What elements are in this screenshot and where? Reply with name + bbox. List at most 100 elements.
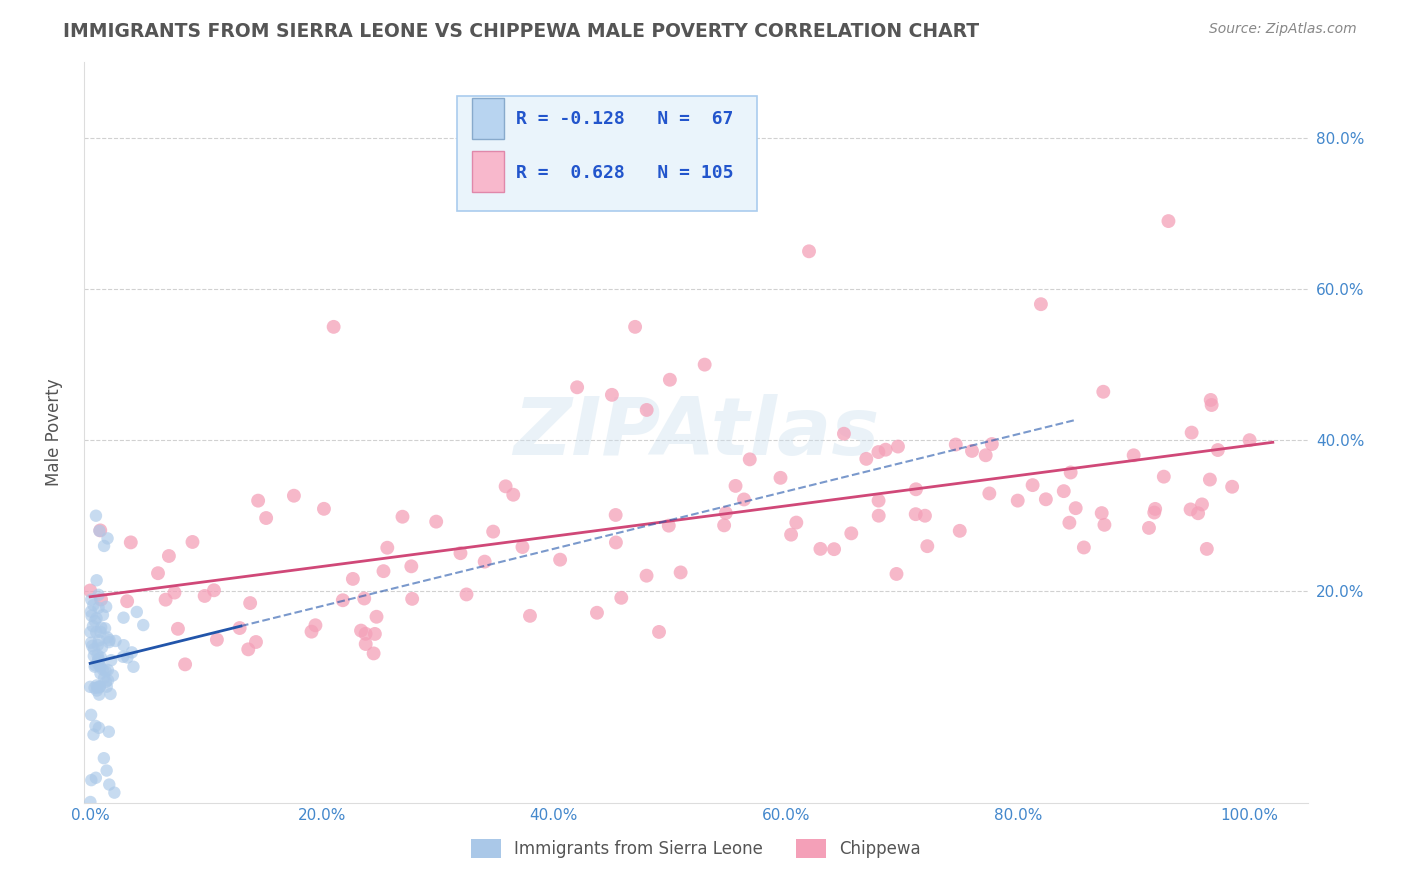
Point	[202, 583, 225, 598]
Point	[586, 606, 609, 620]
Point	[100, 653, 122, 667]
Point	[121, 645, 143, 659]
Point	[163, 585, 186, 599]
Point	[868, 493, 890, 508]
Y-axis label: Male Poverty: Male Poverty	[45, 379, 63, 486]
Point	[375, 541, 398, 555]
Point	[228, 621, 250, 635]
Point	[87, 657, 110, 671]
Point	[80, 608, 103, 623]
Point	[112, 610, 135, 624]
Point	[83, 681, 105, 695]
Point	[342, 572, 364, 586]
Point	[96, 631, 118, 645]
Point	[979, 486, 1001, 500]
Point	[89, 658, 111, 673]
Point	[86, 648, 108, 663]
Point	[125, 605, 148, 619]
Point	[132, 618, 155, 632]
Point	[714, 506, 737, 520]
Point	[238, 642, 260, 657]
Point	[1053, 484, 1076, 499]
Point	[245, 635, 267, 649]
Point	[205, 632, 228, 647]
Point	[914, 508, 936, 523]
Point	[1201, 398, 1223, 412]
Point	[254, 511, 277, 525]
Point	[84, 719, 107, 733]
Point	[354, 627, 377, 641]
Point	[502, 488, 524, 502]
Point	[1092, 384, 1115, 399]
Point	[401, 591, 423, 606]
Point	[1199, 473, 1222, 487]
Point	[624, 319, 647, 334]
Point	[89, 624, 111, 639]
Point	[350, 624, 373, 638]
Point	[785, 516, 807, 530]
Point	[174, 657, 197, 672]
Point	[93, 539, 115, 553]
Point	[980, 437, 1002, 451]
Point	[112, 638, 135, 652]
Point	[157, 549, 180, 563]
Point	[1157, 214, 1180, 228]
Point	[823, 542, 845, 557]
Point	[904, 483, 927, 497]
Point	[1060, 466, 1083, 480]
Point	[1064, 501, 1087, 516]
Point	[194, 589, 217, 603]
Point	[839, 526, 862, 541]
Point	[80, 773, 103, 788]
Point	[83, 648, 105, 663]
Point	[97, 663, 120, 677]
Point	[1035, 492, 1057, 507]
Point	[112, 649, 135, 664]
Point	[1191, 497, 1213, 511]
Point	[155, 592, 177, 607]
Point	[98, 778, 121, 792]
Point	[87, 600, 110, 615]
Point	[917, 539, 939, 553]
Point	[1073, 541, 1095, 555]
Point	[713, 518, 735, 533]
Point	[495, 479, 517, 493]
Point	[96, 532, 118, 546]
Point	[312, 501, 335, 516]
Point	[363, 647, 385, 661]
Text: R =  0.628   N = 105: R = 0.628 N = 105	[516, 164, 734, 183]
Point	[868, 445, 890, 459]
Point	[304, 618, 326, 632]
Point	[90, 592, 112, 607]
Point	[80, 707, 103, 722]
Point	[332, 593, 354, 607]
Point	[354, 637, 377, 651]
Text: R = -0.128   N =  67: R = -0.128 N = 67	[516, 111, 734, 128]
Point	[519, 608, 541, 623]
Point	[904, 507, 927, 521]
Point	[512, 540, 534, 554]
Point	[1153, 469, 1175, 483]
Point	[103, 786, 125, 800]
Point	[82, 639, 104, 653]
Point	[86, 574, 108, 588]
Point	[456, 587, 478, 601]
Point	[84, 625, 107, 640]
Point	[84, 771, 107, 785]
Point	[91, 662, 114, 676]
Point	[1059, 516, 1081, 530]
Point	[86, 678, 108, 692]
Point	[810, 541, 832, 556]
Point	[658, 518, 681, 533]
Point	[82, 728, 104, 742]
Bar	[472, 152, 503, 192]
Point	[797, 244, 820, 259]
Point	[98, 633, 121, 648]
Point	[91, 640, 114, 655]
Point	[83, 642, 105, 657]
Point	[87, 633, 110, 648]
Point	[724, 479, 747, 493]
Point	[101, 668, 124, 682]
Point	[366, 609, 388, 624]
Point	[364, 627, 387, 641]
